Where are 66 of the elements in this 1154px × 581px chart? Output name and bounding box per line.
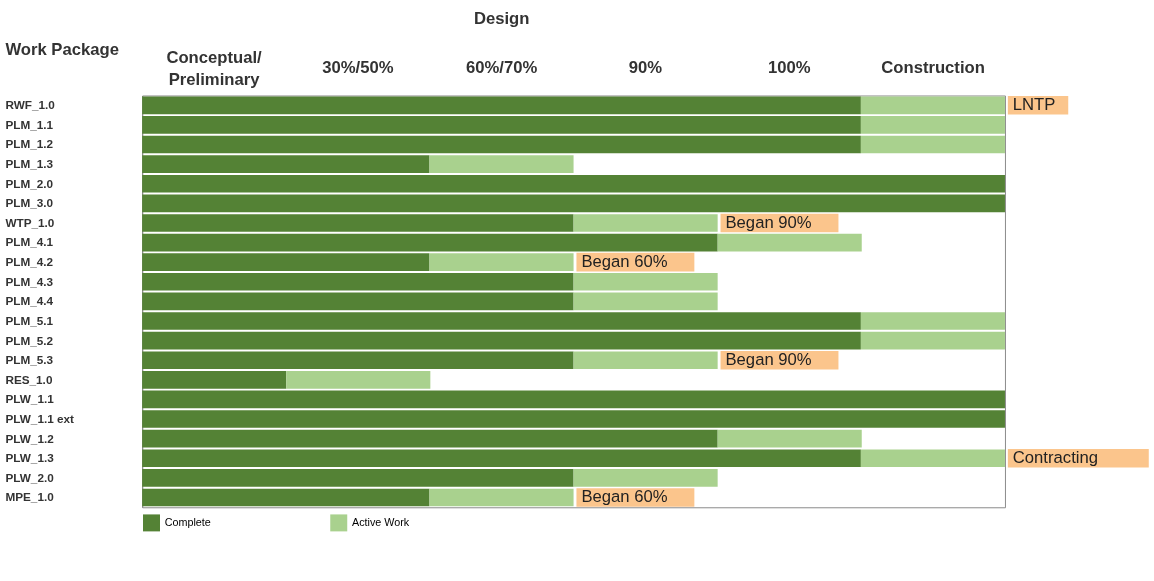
y-tick-label: PLM_4.1	[5, 235, 54, 249]
y-tick-label: PLM_5.3	[5, 353, 54, 367]
bar	[573, 292, 718, 311]
bar	[142, 371, 287, 389]
y-tick-label: PLM_4.2	[5, 255, 54, 269]
bar	[860, 312, 1005, 330]
text: 30%/50%	[322, 57, 394, 77]
y-tick-label: PLW_1.1	[5, 392, 55, 406]
text: Construction	[881, 57, 985, 77]
annotation: LNTP	[1012, 95, 1056, 115]
bar	[142, 331, 861, 350]
bar	[142, 272, 574, 291]
bar	[142, 96, 861, 115]
bar	[429, 155, 574, 173]
bar	[142, 390, 1005, 409]
y-tick-label: PLM_1.1	[5, 117, 54, 131]
legend-label: Complete	[164, 515, 211, 528]
y-tick-label: PLW_1.3	[5, 451, 55, 465]
bar	[860, 116, 1005, 134]
y-tick-label: RWF_1.0	[5, 98, 56, 112]
bar	[142, 449, 861, 468]
bar	[142, 116, 861, 134]
bar	[142, 469, 574, 487]
annotation: Contracting	[1012, 448, 1098, 468]
y-axis-title: Work Package	[5, 39, 119, 59]
y-tick-label: MPE_1.0	[5, 490, 55, 504]
bar	[142, 194, 1005, 213]
y-tick-label: PLW_2.0	[5, 470, 55, 484]
y-tick-label: PLM_5.2	[5, 333, 54, 347]
y-tick-label: WTP_1.0	[5, 215, 55, 229]
bar	[142, 233, 718, 252]
bar	[142, 312, 861, 330]
text: Conceptual/ Preliminary	[166, 48, 263, 89]
y-tick-label: PLM_1.3	[5, 157, 54, 171]
y-tick-label: PLM_5.1	[5, 313, 54, 327]
bar	[142, 429, 718, 448]
y-tick-label: PLW_1.2	[5, 431, 55, 445]
bar	[286, 371, 431, 389]
y-tick-label: PLM_4.4	[5, 294, 54, 308]
bar	[142, 135, 861, 154]
y-tick-label: PLM_1.2	[5, 137, 54, 151]
bar	[142, 351, 574, 370]
annotation: Began 90%	[725, 350, 812, 370]
bar	[717, 429, 862, 448]
bar	[860, 135, 1005, 154]
legend-label: Active Work	[351, 515, 410, 528]
bar	[860, 331, 1005, 350]
annotation: Began 60%	[581, 252, 668, 272]
text: 100%	[767, 57, 811, 77]
bar	[142, 410, 1005, 428]
y-tick-label: PLM_2.0	[5, 176, 54, 190]
y-tick-label: RES_1.0	[5, 372, 53, 386]
y-tick-label: PLW_1.1 ext	[5, 411, 75, 425]
bar	[142, 214, 574, 232]
bar	[142, 488, 430, 507]
annotation: Began 60%	[581, 487, 668, 507]
bar	[142, 253, 430, 271]
text: 90%	[628, 57, 663, 77]
bar	[142, 292, 574, 311]
y-tick-label: PLM_3.0	[5, 196, 54, 210]
annotation: Began 90%	[725, 212, 812, 232]
y-tick-label: PLM_4.3	[5, 274, 54, 288]
text: Design	[473, 8, 530, 28]
bar	[142, 174, 1005, 193]
text: 60%/70%	[466, 57, 538, 77]
bar	[142, 155, 430, 173]
